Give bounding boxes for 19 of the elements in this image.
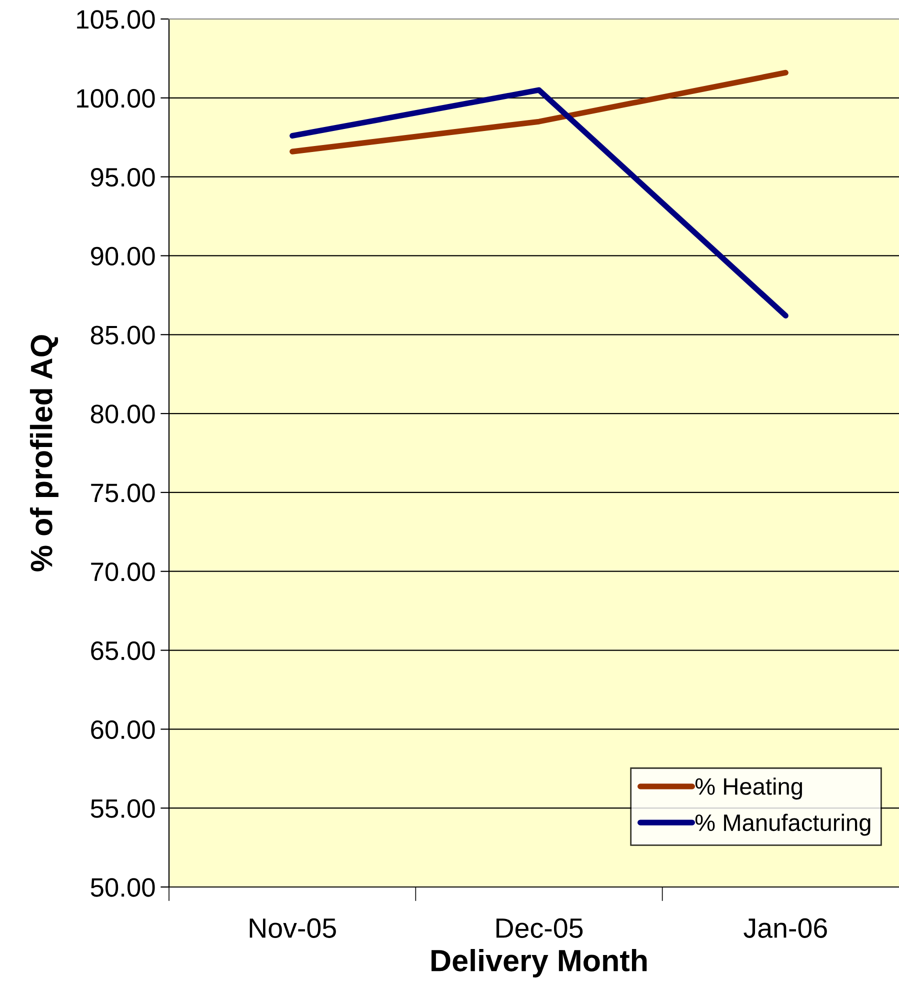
legend-label: % Heating: [695, 778, 802, 800]
x-axis-title: Delivery Month: [432, 949, 647, 978]
y-tick-label: 100.00: [77, 89, 155, 108]
y-tick-label: 90.00: [91, 246, 155, 266]
y-tick-label: 60.00: [91, 720, 155, 740]
legend-label: % Manufacturing: [695, 814, 870, 836]
y-tick-label: 70.00: [91, 562, 155, 582]
y-tick-label: 105.00: [77, 10, 155, 29]
y-tick-label: 55.00: [90, 799, 155, 818]
y-tick-label: 95.00: [91, 168, 155, 187]
y-tick-label: 75.00: [91, 484, 155, 502]
x-tick-label: Dec-05: [496, 918, 583, 938]
y-tick-label: 65.00: [91, 641, 155, 660]
x-tick-label: Nov-05: [250, 918, 336, 938]
y-tick-label: 85.00: [90, 326, 155, 344]
x-tick-label: Jan-06: [744, 918, 827, 938]
y-tick-label: 50.00: [90, 878, 155, 897]
y-axis-title: % of profiled AQ: [30, 335, 58, 572]
y-tick-label: 80.00: [90, 404, 155, 424]
